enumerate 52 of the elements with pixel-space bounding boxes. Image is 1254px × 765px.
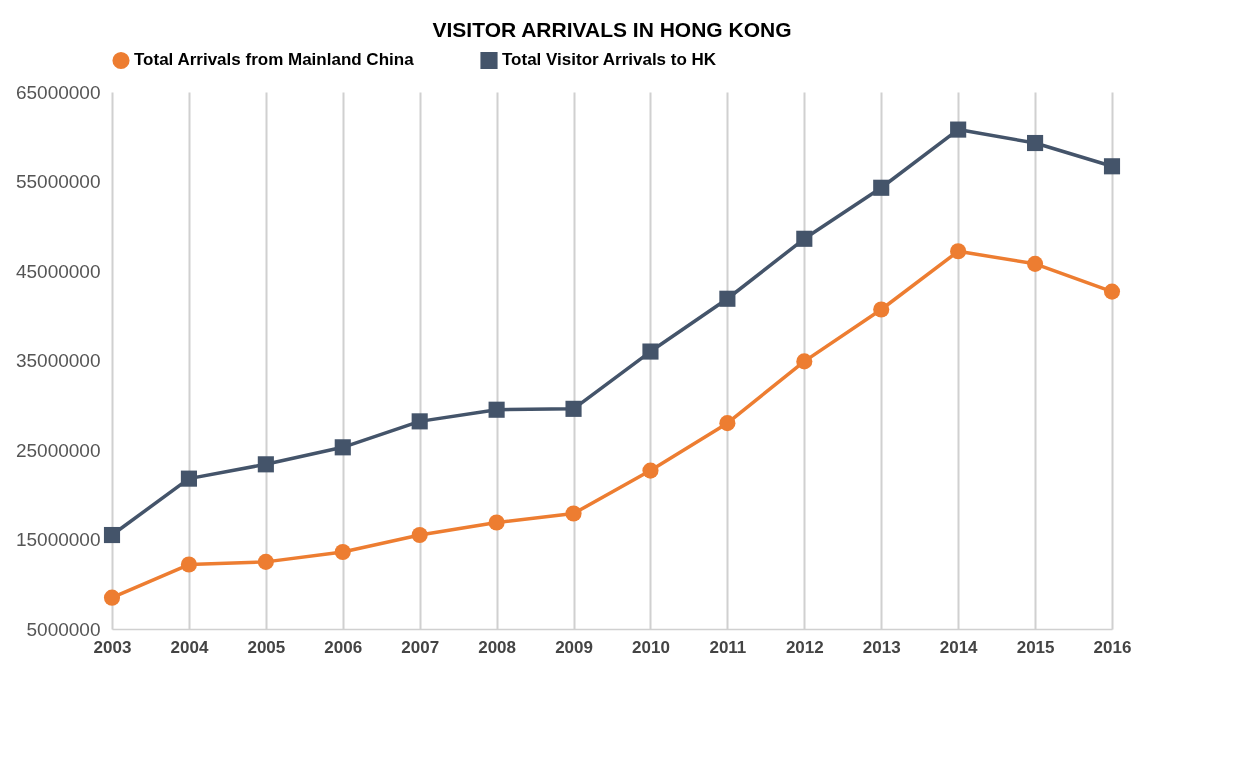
point bbox=[411, 526, 428, 544]
y-tick-label: 5000000 bbox=[26, 618, 101, 640]
x-tick-label: 2014 bbox=[939, 637, 979, 657]
point bbox=[565, 505, 582, 522]
chart-title: VISITOR ARRIVALS IN HONG KONG bbox=[432, 18, 792, 41]
point bbox=[1027, 255, 1044, 272]
x-tick-label: 2009 bbox=[555, 637, 593, 657]
x-tick-label: 2013 bbox=[862, 637, 901, 657]
point bbox=[873, 179, 890, 196]
point bbox=[950, 243, 967, 260]
point bbox=[180, 470, 197, 487]
point bbox=[411, 413, 428, 430]
point bbox=[796, 230, 813, 247]
x-tick-label: 2003 bbox=[93, 637, 132, 657]
x-tick-label: 2011 bbox=[709, 637, 747, 657]
y-tick-label: 25000000 bbox=[15, 439, 101, 461]
legend-label: Total Arrivals from Mainland China bbox=[134, 50, 415, 70]
x-tick-label: 2004 bbox=[170, 637, 209, 657]
point bbox=[488, 514, 505, 531]
x-tick-label: 2005 bbox=[247, 637, 286, 657]
point bbox=[334, 439, 351, 456]
point bbox=[1027, 134, 1044, 152]
point bbox=[565, 400, 582, 417]
point bbox=[719, 290, 736, 307]
x-tick-label: 2015 bbox=[1016, 637, 1055, 657]
point bbox=[719, 415, 736, 432]
point bbox=[103, 589, 121, 606]
y-tick-label: 45000000 bbox=[15, 260, 101, 282]
point bbox=[103, 526, 121, 544]
point bbox=[488, 401, 505, 418]
point bbox=[1103, 158, 1121, 175]
point bbox=[642, 462, 659, 479]
point bbox=[334, 543, 351, 561]
x-tick-label: 2008 bbox=[478, 637, 517, 657]
point bbox=[796, 353, 813, 370]
y-tick-label: 35000000 bbox=[15, 350, 101, 371]
point bbox=[257, 456, 274, 473]
x-tick-label: 2007 bbox=[401, 637, 440, 657]
x-tick-label: 2016 bbox=[1093, 637, 1132, 657]
y-tick-label: 55000000 bbox=[15, 171, 101, 192]
y-tick-label: 15000000 bbox=[15, 529, 101, 550]
point bbox=[257, 553, 274, 570]
x-tick-label: 2006 bbox=[324, 637, 363, 657]
y-tick-label: 65000000 bbox=[15, 81, 101, 103]
legend-label: Total Visitor Arrivals to HK bbox=[502, 50, 717, 70]
point bbox=[950, 121, 967, 138]
point bbox=[180, 556, 197, 573]
point bbox=[642, 343, 659, 360]
point bbox=[1103, 283, 1121, 300]
x-tick-label: 2010 bbox=[632, 637, 670, 657]
x-tick-label: 2012 bbox=[785, 637, 824, 657]
point bbox=[873, 301, 890, 318]
